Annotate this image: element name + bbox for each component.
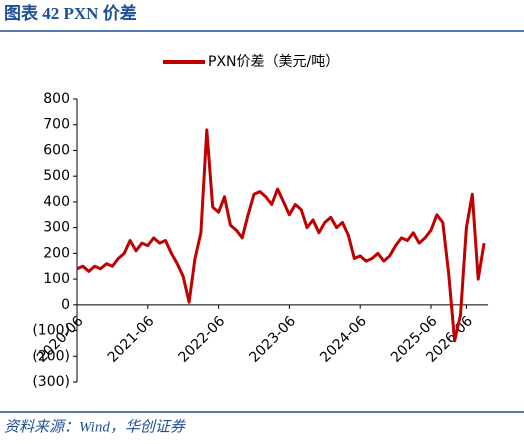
y-tick-label: (200) [32, 348, 70, 364]
y-tick-label: (300) [32, 374, 70, 390]
y-tick-label: (100) [32, 323, 70, 339]
x-tick-label: 2022-06 [176, 313, 229, 366]
x-tick-label: 2023-06 [246, 313, 299, 366]
source-note: 资料来源：Wind，华创证券 [4, 418, 186, 435]
y-tick-label: 200 [43, 245, 70, 261]
series-line [76, 128, 486, 343]
y-tick-label: 800 [43, 91, 70, 107]
y-tick-label: 700 [43, 117, 70, 133]
y-tick-label: 400 [43, 194, 70, 210]
page-title: 图表 42 PXN 价差 [4, 3, 137, 23]
x-tick-label: 2024-06 [317, 313, 370, 366]
y-tick-label: 100 [43, 271, 70, 287]
y-tick-label: 500 [43, 168, 70, 184]
legend-label: PXN价差（美元/吨） [208, 54, 339, 70]
y-tick-label: 600 [43, 142, 70, 158]
y-tick-label: 0 [61, 297, 70, 313]
x-tick-label: 2021-06 [105, 313, 158, 366]
y-tick-label: 300 [43, 220, 70, 236]
